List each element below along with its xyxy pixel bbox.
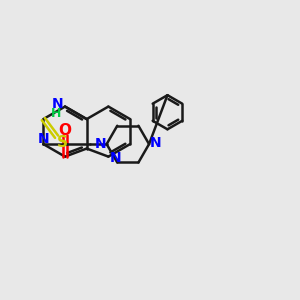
Text: N: N	[38, 132, 49, 146]
Text: N: N	[52, 97, 64, 111]
Text: N: N	[94, 137, 106, 151]
Text: H: H	[50, 106, 61, 119]
Text: O: O	[58, 123, 71, 138]
Text: N: N	[150, 136, 161, 150]
Text: N: N	[110, 151, 122, 165]
Text: S: S	[56, 135, 68, 150]
